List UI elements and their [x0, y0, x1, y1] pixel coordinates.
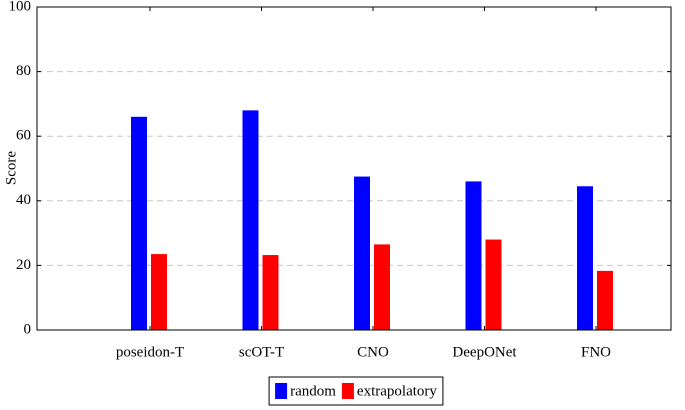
y-tick-label: 40: [16, 192, 31, 208]
y-axis-label: Score: [3, 151, 19, 185]
legend-swatch: [341, 383, 354, 399]
bar: [262, 255, 279, 330]
bar: [131, 116, 147, 330]
x-tick-label: DeepONet: [452, 344, 517, 360]
legend: random extrapolatory: [268, 376, 444, 406]
bar: [354, 176, 370, 330]
y-tick-label: 20: [16, 257, 31, 273]
bar: [374, 244, 390, 330]
legend-label: random: [290, 383, 336, 399]
bar: [242, 110, 259, 330]
y-tick-label: 0: [24, 321, 32, 337]
bar: [577, 186, 593, 330]
y-tick-label: 80: [16, 63, 31, 79]
legend-box: [268, 376, 444, 406]
y-tick-label: 100: [9, 0, 32, 14]
bar: [597, 270, 613, 330]
x-tick-label: FNO: [581, 344, 611, 360]
x-tick-label: poseidon-T: [116, 344, 184, 360]
x-tick-label: CNO: [357, 344, 389, 360]
y-tick-label: 60: [16, 128, 31, 144]
legend-swatch: [275, 383, 288, 399]
bar: [465, 181, 482, 330]
plot-frame: [36, 6, 672, 331]
legend-label: extrapolatory: [357, 383, 437, 399]
bar: [485, 239, 502, 330]
x-tick-label: scOT-T: [239, 344, 284, 360]
bar: [151, 254, 167, 330]
